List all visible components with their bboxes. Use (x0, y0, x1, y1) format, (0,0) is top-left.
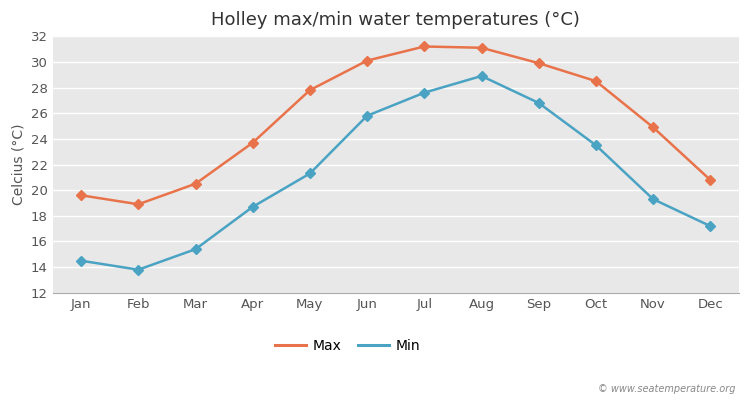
Max (477, 45, 486, 50)
Max (76, 193, 86, 198)
Min (649, 197, 658, 202)
Line: Max: Max (78, 43, 714, 208)
Max (534, 61, 543, 66)
Max (305, 88, 314, 92)
Max (248, 140, 257, 145)
Min (362, 113, 371, 118)
Min (706, 224, 715, 228)
Line: Min: Min (78, 72, 714, 273)
Max (706, 178, 715, 182)
Y-axis label: Celcius (°C): Celcius (°C) (11, 124, 25, 205)
Text: © www.seatemperature.org: © www.seatemperature.org (598, 384, 735, 394)
Min (76, 258, 86, 263)
Min (134, 267, 142, 272)
Min (248, 204, 257, 209)
Max (420, 44, 429, 49)
Min (592, 143, 601, 148)
Max (191, 181, 200, 186)
Title: Holley max/min water temperatures (°C): Holley max/min water temperatures (°C) (211, 11, 580, 29)
Min (477, 74, 486, 78)
Max (649, 125, 658, 130)
Max (592, 79, 601, 84)
Max (134, 202, 142, 207)
Min (420, 90, 429, 95)
Min (305, 171, 314, 176)
Min (191, 247, 200, 252)
Max (362, 58, 371, 63)
Min (534, 100, 543, 105)
Legend: Max, Min: Max, Min (269, 333, 426, 358)
